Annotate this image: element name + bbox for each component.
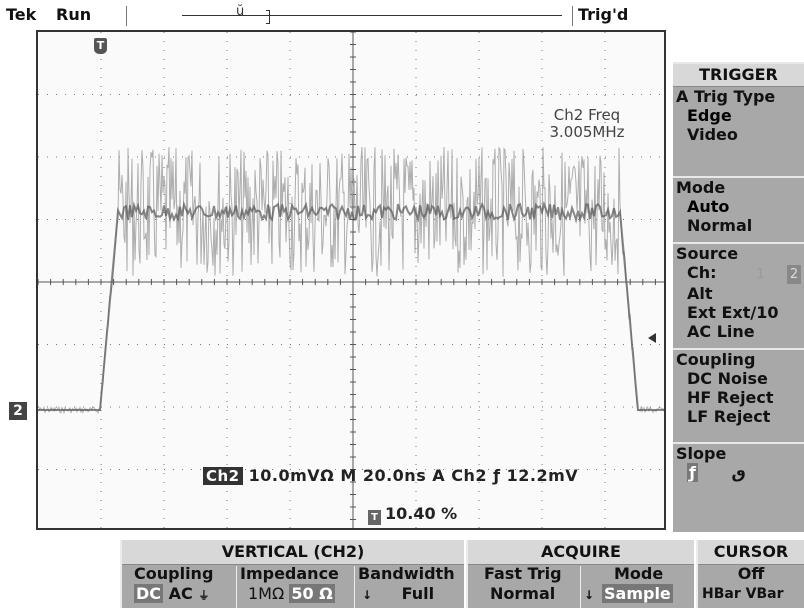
slope-options[interactable]: ƒ ٯ (673, 463, 804, 482)
trigger-position-bracket (266, 10, 270, 24)
coupling-dc[interactable]: DC (134, 584, 164, 603)
source-title: Source (676, 244, 739, 263)
divider (126, 6, 127, 26)
trigger-menu: TRIGGER A Trig Type Edge Video Mode Auto… (673, 62, 804, 532)
source-ch2[interactable]: 2 (786, 265, 802, 284)
trig-type-panel[interactable]: TRIGGER A Trig Type Edge Video (673, 62, 804, 176)
trig-type-video[interactable]: Video (687, 125, 738, 144)
cursor-state[interactable]: Off (737, 564, 765, 583)
impedance-50[interactable]: 50 Ω (289, 584, 335, 603)
mode-panel[interactable]: Mode Auto Normal (673, 176, 804, 242)
source-ch[interactable]: Ch: 1 2 (673, 263, 804, 284)
divider (572, 6, 573, 26)
acquire-menu[interactable]: ACQUIRE Fast Trig Normal ↓ Mode Sample (466, 540, 694, 608)
cursor-menu-header: CURSOR (698, 540, 804, 565)
mode-auto[interactable]: Auto (687, 197, 730, 216)
acquire-menu-header: ACQUIRE (468, 540, 694, 565)
trigger-level-arrow-icon[interactable] (648, 333, 656, 343)
vertical-menu[interactable]: VERTICAL (CH2) Coupling DC AC ⏚ Impedanc… (120, 540, 464, 608)
source-alt[interactable]: Alt (687, 284, 713, 303)
divider (236, 566, 237, 608)
trig-type-title: A Trig Type (676, 87, 776, 106)
trigger-icon: T (368, 510, 381, 525)
slope-falling-icon[interactable]: ٯ (731, 463, 746, 482)
coupling-panel[interactable]: Coupling DC Noise HF Reject LF Reject (673, 348, 804, 442)
trigger-position-marker[interactable]: T (94, 38, 107, 54)
position-percent: 10.40 % (385, 504, 458, 523)
mode-normal[interactable]: Normal (687, 216, 753, 235)
trigger-level: 12.2mV (506, 466, 579, 485)
status-bar: Tek Run ŭ Trig'd (0, 0, 804, 30)
source-panel[interactable]: Source Ch: 1 2 Alt Ext Ext/10 AC Line (673, 242, 804, 348)
impedance-1m[interactable]: 1MΩ (248, 584, 285, 603)
source-ch1[interactable]: 1 (756, 267, 765, 282)
source-ext[interactable]: Ext Ext/10 (687, 303, 779, 322)
bandwidth-value[interactable]: Full (401, 584, 435, 603)
impedance-options[interactable]: 1MΩ 50 Ω (248, 584, 335, 604)
slope-icon: ƒ (493, 466, 501, 485)
run-status: Run (56, 5, 92, 24)
coupling-lf-reject[interactable]: LF Reject (687, 407, 771, 426)
position-readout: T 10.40 % (368, 504, 457, 525)
down-arrow-icon: ↓ (362, 588, 373, 602)
trigger-state: Trig'd (578, 5, 629, 24)
mode-title: Mode (676, 178, 726, 197)
coupling-gnd-icon[interactable]: ⏚ (198, 589, 210, 602)
coupling-hf-reject[interactable]: HF Reject (687, 388, 774, 407)
cursor-options[interactable]: HBar VBar (702, 586, 784, 602)
acquire-mode-value[interactable]: Sample (602, 584, 673, 604)
divider (354, 566, 355, 608)
ch2-ground-marker[interactable]: 2 (9, 402, 27, 420)
frequency-label: Ch2 Freq (553, 106, 621, 124)
coupling-label: Coupling (134, 564, 214, 583)
slope-panel[interactable]: Slope ƒ ٯ (673, 442, 804, 532)
acquire-mode-label: Mode (614, 564, 664, 583)
slope-rising-icon[interactable]: ƒ (687, 463, 698, 482)
coupling-title: Coupling (676, 350, 756, 369)
channel-badge: Ch2 (203, 467, 243, 485)
bandwidth-option[interactable]: ↓ Full (362, 584, 434, 605)
trig-type-edge[interactable]: Edge (687, 106, 732, 125)
frequency-value: 3.005MHz (549, 123, 625, 141)
trigger-position-bar (182, 15, 562, 16)
fast-trig-label: Fast Trig (484, 564, 562, 583)
slope-title: Slope (676, 444, 727, 463)
cursor-menu[interactable]: CURSOR Off HBar VBar (696, 540, 804, 608)
fast-trig-value[interactable]: Normal (490, 584, 556, 603)
source-ch-label: Ch: (687, 263, 717, 282)
trigger-position-icon: ŭ (236, 4, 245, 19)
coupling-options[interactable]: DC AC ⏚ (134, 584, 209, 606)
vertical-menu-header: VERTICAL (CH2) (122, 540, 464, 565)
coupling-ac[interactable]: AC (168, 584, 193, 603)
scale-readout: 10.0mVΩ M 20.0ns A Ch2 (248, 466, 494, 485)
waveform-display[interactable] (36, 30, 666, 530)
waveform-envelope (38, 200, 664, 411)
impedance-label: Impedance (240, 564, 339, 583)
coupling-dc-noise[interactable]: DC Noise (687, 369, 768, 388)
divider (580, 566, 581, 608)
waveform-trace (38, 146, 664, 415)
bottom-menu-bar: VERTICAL (CH2) Coupling DC AC ⏚ Impedanc… (120, 540, 804, 608)
source-ac-line[interactable]: AC Line (687, 322, 755, 341)
channel-readout: Ch2 10.0mVΩ M 20.0ns A Ch2 ƒ 12.2mV (203, 466, 578, 485)
trigger-menu-header: TRIGGER (673, 64, 804, 87)
brand-logo: Tek (6, 5, 37, 24)
bandwidth-label: Bandwidth (358, 564, 455, 583)
acquire-mode-sample[interactable]: Sample (602, 584, 673, 603)
graticule (38, 32, 664, 528)
frequency-measurement: Ch2 Freq 3.005MHz (528, 107, 646, 141)
down-arrow-icon: ↓ (584, 588, 595, 602)
